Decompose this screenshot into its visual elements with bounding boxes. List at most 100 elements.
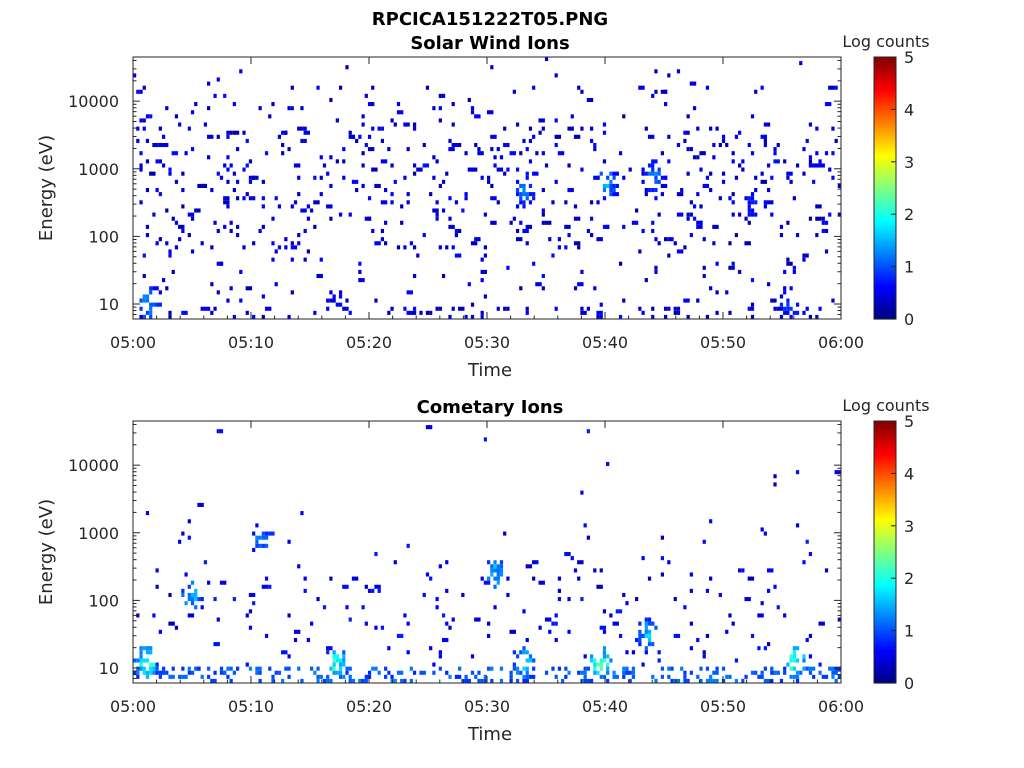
heatmap-cell — [145, 646, 153, 651]
heatmap-cell — [277, 134, 282, 139]
heatmap-cell — [219, 666, 224, 671]
heatmap-cell — [287, 654, 291, 659]
heatmap-cell — [689, 81, 697, 86]
x-tick-label: 05:40 — [582, 697, 628, 716]
colorbar-swatch — [874, 174, 896, 179]
heatmap-cell — [831, 670, 838, 675]
heatmap-cell — [763, 531, 767, 536]
colorbar-swatch — [874, 607, 896, 611]
heatmap-cell — [570, 114, 574, 119]
heatmap-cell — [593, 147, 597, 152]
heatmap-cell — [786, 261, 793, 266]
heatmap-cell — [786, 662, 790, 667]
heatmap-cell — [657, 212, 661, 217]
heatmap-cell — [664, 237, 668, 242]
heatmap-cell — [319, 674, 323, 679]
heatmap-cell — [515, 204, 520, 209]
heatmap-cell — [165, 208, 169, 213]
heatmap-cell — [828, 167, 832, 172]
heatmap-cell — [686, 114, 690, 119]
heatmap-cell — [686, 212, 690, 217]
heatmap-cell — [638, 629, 642, 634]
heatmap-cell — [567, 188, 574, 193]
colorbar-swatch — [874, 216, 896, 221]
heatmap-cell — [448, 196, 452, 201]
heatmap-cell — [528, 126, 533, 131]
colorbar-swatch — [874, 232, 896, 236]
heatmap-cell — [628, 167, 632, 172]
heatmap-cell — [647, 576, 652, 581]
heatmap-cell — [190, 580, 195, 585]
heatmap-cell — [271, 678, 275, 683]
colorbar-tick-label: 5 — [904, 412, 914, 431]
heatmap-cell — [326, 204, 333, 209]
heatmap-cell — [435, 306, 439, 311]
heatmap-cell — [792, 666, 796, 671]
heatmap-cell — [287, 314, 291, 319]
heatmap-cell — [673, 633, 681, 638]
heatmap-cell — [235, 233, 240, 238]
heatmap-cell — [786, 302, 790, 307]
heatmap-cell — [654, 269, 658, 274]
heatmap-cell — [712, 241, 716, 246]
heatmap-cell — [744, 597, 751, 602]
heatmap-cell — [738, 212, 742, 217]
heatmap-cell — [155, 568, 159, 573]
heatmap-cell — [686, 130, 690, 135]
heatmap-cell — [313, 310, 317, 315]
heatmap-cell — [290, 290, 294, 295]
colorbar-swatch — [874, 132, 896, 137]
heatmap-cell — [490, 666, 494, 671]
heatmap-cell — [596, 670, 600, 675]
heatmap-cell — [699, 151, 706, 156]
heatmap-cell — [487, 666, 491, 671]
heatmap-cell — [438, 106, 442, 111]
heatmap-cell — [728, 674, 732, 679]
heatmap-cell — [664, 89, 668, 94]
heatmap-cell — [139, 306, 143, 311]
heatmap-cell — [483, 294, 487, 299]
heatmap-cell — [223, 670, 227, 675]
heatmap-cell — [342, 147, 346, 152]
heatmap-cell — [525, 678, 529, 683]
heatmap-cell — [673, 310, 681, 315]
heatmap-cell — [509, 674, 513, 679]
heatmap-cell — [248, 159, 253, 164]
heatmap-cell — [831, 151, 835, 156]
heatmap-cell — [303, 126, 307, 131]
heatmap-cell — [795, 233, 800, 238]
heatmap-cell — [139, 151, 143, 156]
heatmap-cell — [454, 674, 462, 679]
heatmap-cell — [686, 147, 690, 152]
heatmap-cell — [422, 592, 426, 598]
heatmap-cell — [567, 126, 574, 131]
heatmap-cell — [770, 666, 774, 671]
heatmap-cell — [229, 163, 233, 168]
heatmap-cell — [715, 290, 719, 295]
heatmap-cell — [721, 171, 726, 176]
heatmap-cell — [554, 134, 562, 139]
heatmap-cell — [593, 286, 597, 291]
colorbar-swatch — [874, 447, 896, 451]
heatmap-cell — [136, 613, 140, 618]
heatmap-cell — [412, 306, 417, 311]
heatmap-cell — [464, 674, 468, 679]
heatmap-cell — [441, 273, 446, 279]
heatmap-cell — [525, 224, 533, 229]
heatmap-cell — [577, 245, 581, 250]
heatmap-cell — [284, 130, 288, 135]
heatmap-cell — [744, 241, 751, 246]
heatmap-cell — [683, 245, 687, 250]
heatmap-cell — [750, 200, 755, 205]
heatmap-cell — [654, 89, 658, 94]
heatmap-cell — [544, 220, 552, 225]
heatmap-cell — [326, 678, 330, 683]
heatmap-cell — [454, 200, 459, 205]
heatmap-cell — [371, 588, 375, 593]
heatmap-cell — [522, 228, 529, 234]
heatmap-cell — [503, 126, 507, 131]
heatmap-cell — [190, 110, 195, 115]
colorbar-swatch — [874, 662, 896, 666]
